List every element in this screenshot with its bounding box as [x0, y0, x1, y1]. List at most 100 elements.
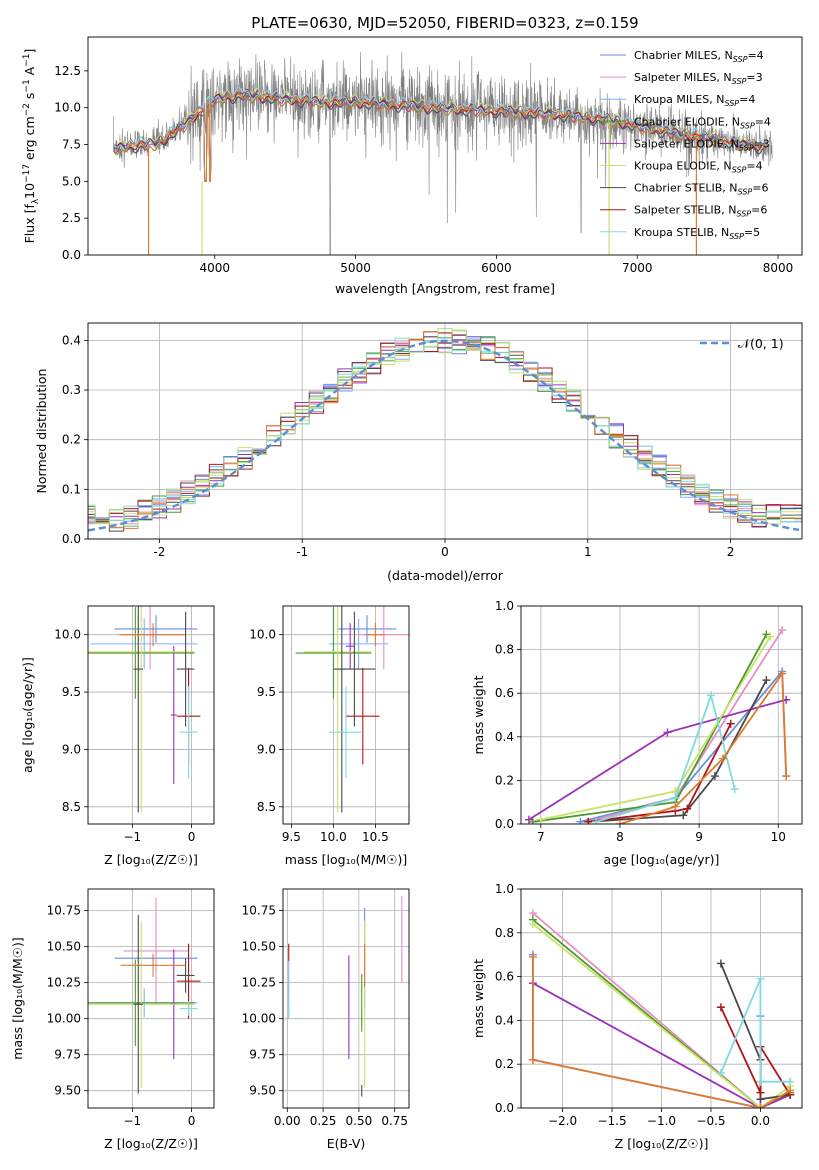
- weight-point-kroupa_stelib: [730, 785, 739, 794]
- y-axis-label: mass weight: [471, 675, 486, 754]
- x-tick-label: 6000: [481, 261, 512, 275]
- y-tick-label: 10.50: [242, 940, 276, 954]
- y-tick-label: 9.50: [249, 1084, 276, 1098]
- x-axis-label: Z [log₁₀(Z/Z☉)]: [615, 1136, 709, 1151]
- model-spectrum-chabrier_stelib: [113, 90, 765, 182]
- x-tick-label: 0.25: [310, 1114, 337, 1128]
- histogram-kroupa_miles: [88, 333, 802, 528]
- legend-text: Salpeter STELIB, N: [634, 204, 736, 217]
- legend-sub: SSP: [732, 166, 747, 175]
- legend-value: =4: [747, 49, 763, 62]
- plot-area: [112, 51, 773, 255]
- y-axis-label-part: 10: [22, 183, 37, 199]
- legend-text: Kroupa ELODIE, N: [634, 160, 732, 173]
- histogram-green_light: [88, 328, 802, 527]
- x-tick-label: −1: [124, 1114, 142, 1128]
- legend-value: =6: [752, 182, 768, 195]
- weight-vs-age-panel: 7 8 9 10 0.0 0.2 0.4 0.6 0.8 1.0 age [log₁₀(age/yr…: [471, 599, 803, 867]
- x-tick-label: 8: [616, 830, 624, 844]
- legend-entry-chabrier_miles: Chabrier MILES, NSSP=4: [634, 49, 764, 64]
- legend-sub: SSP: [729, 232, 744, 241]
- y-axis-label: mass [log₁₀(M/M☉)]: [10, 937, 25, 1059]
- weight-point-orange: [782, 772, 791, 781]
- axes-frame: [87, 605, 215, 825]
- y-axis-label-part: −17: [22, 164, 32, 183]
- legend-text: Kroupa MILES, N: [634, 93, 724, 106]
- weight-line-orange: [532, 956, 791, 1108]
- legend-value: =3: [746, 71, 762, 84]
- y-tick-label: 0.0: [62, 248, 81, 262]
- weight-point-kroupa_stelib: [706, 691, 715, 700]
- y-tick-label: 10.75: [47, 904, 81, 918]
- age-vs-metallicity-panel: −1 0 8.5 9.0 9.5 10.0 Z [log₁₀(Z/Z☉)] age [log₁…: [20, 605, 215, 867]
- y-tick-label: 5.0: [62, 174, 81, 188]
- weight-point-kroupa_stelib: [756, 974, 765, 983]
- x-axis-label: wavelength [Angstrom, rest frame]: [335, 281, 555, 296]
- spectrum-panel: 4000 5000 6000 7000 8000 0.0 2.5 5.0 7.5 10.0 12.5…: [22, 36, 803, 296]
- x-tick-label: 0: [188, 830, 196, 844]
- legend-value: =6: [751, 204, 767, 217]
- weight-point-salpeter_stelib: [584, 817, 593, 824]
- histogram-orange: [88, 331, 802, 529]
- legend-entry-chabrier_elodie: Chabrier ELODIE, NSSP=4: [634, 115, 771, 130]
- legend-sub: SSP: [736, 210, 751, 219]
- y-tick-label: 8.5: [257, 800, 276, 814]
- weight-line-chabrier_stelib: [588, 679, 768, 823]
- weight-point-salpeter_elodie: [524, 815, 533, 824]
- x-tick-label: 0.00: [274, 1114, 301, 1128]
- x-tick-label: −1: [124, 830, 142, 844]
- weight-point-salpeter_elodie: [663, 728, 672, 737]
- x-tick-label: −1.5: [597, 1114, 626, 1128]
- legend-entry-salpeter_miles: Salpeter MILES, NSSP=3: [634, 71, 763, 86]
- y-axis-label-part: −1: [22, 54, 32, 67]
- y-tick-label: 8.5: [62, 800, 81, 814]
- weight-point-chabrier_stelib: [716, 959, 725, 968]
- x-tick-label: -2: [153, 545, 165, 559]
- legend-value: =3: [754, 137, 770, 150]
- x-tick-label: 4000: [199, 261, 230, 275]
- y-tick-label: 0.8: [495, 643, 514, 657]
- weight-line-kroupa_elodie: [532, 923, 791, 1108]
- weight-line-salpeter_stelib: [588, 723, 732, 823]
- weight-line-chabrier_elodie: [532, 919, 791, 1108]
- x-tick-label: 0.50: [346, 1114, 373, 1128]
- x-tick-label: 8000: [763, 261, 794, 275]
- weight-point-kroupa_elodie: [528, 920, 537, 929]
- y-axis-label-part: A: [22, 66, 37, 79]
- weight-point-orange: [756, 1104, 765, 1108]
- y-axis-label-part: erg cm: [22, 116, 37, 164]
- y-tick-label: 10.0: [249, 628, 276, 642]
- y-tick-label: 10.25: [47, 976, 81, 990]
- y-tick-label: 9.50: [54, 1084, 81, 1098]
- y-tick-label: 0.0: [495, 817, 514, 831]
- y-tick-label: 0.0: [62, 532, 81, 546]
- x-tick-label: 1: [584, 545, 592, 559]
- legend-text: Chabrier STELIB, N: [634, 182, 738, 195]
- legend-value: =5: [744, 226, 760, 239]
- x-tick-label: 0.75: [381, 1114, 408, 1128]
- weight-vs-metallicity-panel: −2.0 −1.5 −1.0 −0.5 0.0 0.0 0.2 0.4 0.6 0.8 1.0 Z […: [471, 882, 803, 1151]
- x-tick-label: 10.0: [320, 830, 347, 844]
- weight-point-kroupa_stelib: [671, 793, 680, 802]
- y-axis-label-part: λ: [31, 198, 41, 204]
- y-tick-label: 1.0: [495, 599, 514, 613]
- x-tick-label: −1.0: [647, 1114, 676, 1128]
- plot-area: [524, 625, 791, 824]
- axes-frame: [87, 322, 803, 540]
- residuals-panel: -2 -1 0 1 2 0.0 0.1 0.2 0.3 0.4 (data-model)/error…: [34, 322, 803, 583]
- age-vs-mass-panel: 9.5 10.0 10.5 8.5 9.0 9.5 10.0 mass [log₁₀(M/M☉…: [249, 605, 410, 867]
- legend-value: =4: [739, 93, 755, 106]
- x-tick-label: 5000: [340, 261, 371, 275]
- y-tick-label: 12.5: [54, 64, 81, 78]
- legend-entry-kroupa_miles: Kroupa MILES, NSSP=4: [634, 93, 755, 108]
- weight-line-chabrier_elodie: [532, 633, 768, 823]
- weight-point-orange: [778, 669, 787, 678]
- legend-gaussian-label: 𝒩(0, 1): [738, 336, 784, 351]
- weight-line-kroupa_stelib: [720, 978, 791, 1083]
- plot-area: [88, 897, 201, 1094]
- y-axis-label-part: Flux [f: [22, 204, 37, 244]
- weight-point-orange: [718, 754, 727, 763]
- y-axis-label-part: s: [22, 93, 37, 104]
- y-tick-label: 10.75: [242, 904, 276, 918]
- y-tick-label: 10.0: [54, 628, 81, 642]
